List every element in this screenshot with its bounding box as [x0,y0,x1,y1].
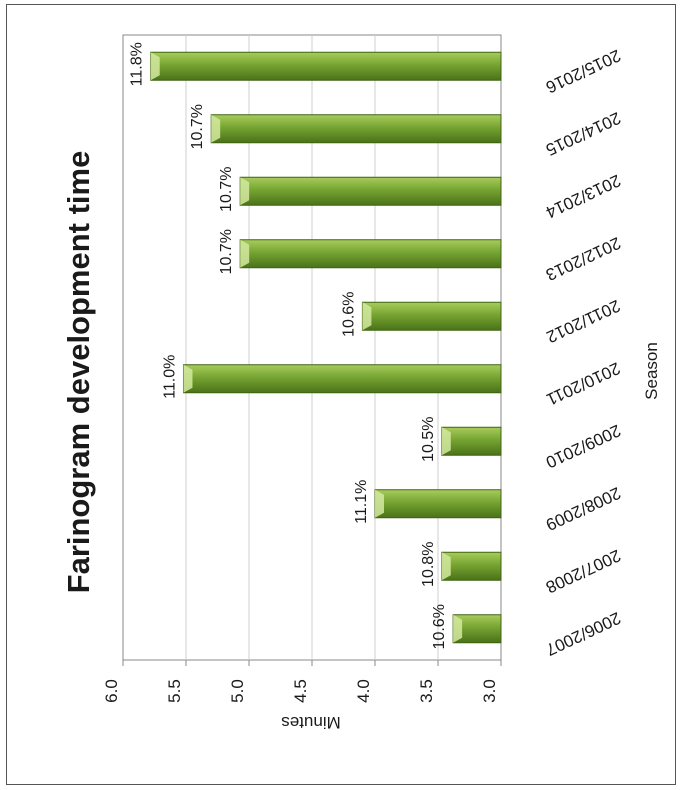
y-tick-label: 3.5 [417,679,436,703]
bar [150,51,502,81]
y-tick-label: 3.0 [480,679,499,703]
data-label: 10.7% [218,229,235,274]
text-layer: Farinogram development time Minutes Seas… [61,151,661,732]
category-label: 2011/2012 [543,296,623,347]
bar-bevel [441,427,451,456]
bar [182,364,502,394]
category-label: 2013/2014 [543,171,624,222]
y-tick-label: 5.5 [165,679,184,703]
category-label: 2015/2016 [543,46,624,97]
y-tick-label: 4.0 [354,679,373,703]
bar-bevel [150,52,160,81]
category-label: 2009/2010 [543,421,624,472]
bar [374,489,502,519]
bar-bevel [453,614,463,643]
chart-title: Farinogram development time [61,151,96,594]
bar-bevel [240,177,250,206]
bar [239,239,502,269]
category-label: 2014/2015 [543,108,624,159]
chart-frame: 6.0 5.5 5.0 4.5 4.0 3.5 3.0 10.6% 2006/2007 10.8%… [6,4,676,785]
data-label: 10.6% [340,292,357,337]
bar [239,176,502,206]
bar [361,301,502,331]
bar-bevel [375,489,384,518]
data-label: 10.6% [431,604,448,649]
plot-area: 6.0 5.5 5.0 4.5 4.0 3.5 3.0 10.6% 2006/2007 10.8%… [102,34,624,703]
data-label: 11.0% [161,355,178,399]
data-label: 10.7% [218,167,235,212]
category-label: 2007/2008 [543,546,624,597]
bar-bevel [441,552,451,581]
bar [441,426,502,456]
data-label: 10.8% [420,542,437,587]
bar [210,114,502,144]
category-label: 2012/2013 [543,233,624,284]
bar-bevel [362,302,372,331]
x-axis-label: Season [642,342,661,400]
category-label: 2010/2011 [543,358,623,409]
data-label: 10.7% [189,104,206,149]
bar-bevel [183,364,193,393]
data-label: 10.5% [420,417,437,462]
bar-bevel [240,239,250,268]
bar [441,551,502,581]
y-axis-label: Minutes [281,713,341,732]
data-label: 11.8% [129,42,146,86]
data-label: 11.1% [353,480,370,524]
category-label: 2008/2009 [543,483,624,534]
category-label: 2006/2007 [543,608,624,659]
y-tick-label: 5.0 [228,679,247,703]
bar-bevel [211,114,221,143]
chart-svg: 6.0 5.5 5.0 4.5 4.0 3.5 3.0 10.6% 2006/2007 10.8%… [61,34,661,732]
y-tick-label: 4.5 [291,679,310,703]
y-tick-label: 6.0 [102,679,121,703]
